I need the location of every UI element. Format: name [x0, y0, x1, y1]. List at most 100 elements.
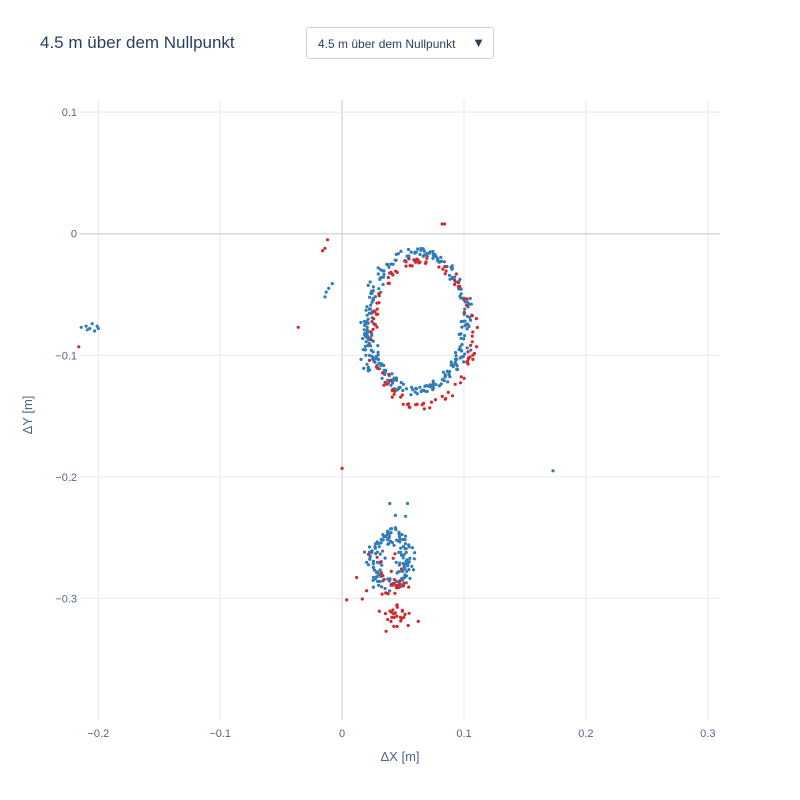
blue-point: [374, 354, 378, 359]
red-point: [385, 382, 389, 386]
red-point: [475, 325, 479, 330]
red-point: [466, 350, 470, 354]
blue-point: [461, 319, 465, 323]
blue-point: [393, 378, 397, 382]
blue-point: [404, 559, 408, 563]
red-point: [391, 582, 395, 586]
blue-point: [372, 359, 376, 363]
red-point: [369, 338, 373, 342]
blue-point: [376, 272, 380, 276]
blue-point: [408, 576, 412, 581]
blue-point: [388, 531, 392, 535]
red-point: [392, 578, 396, 582]
red-point: [425, 256, 429, 260]
blue-point: [388, 577, 392, 581]
blue-point: [382, 272, 386, 276]
red-point: [390, 388, 394, 393]
red-point: [384, 629, 388, 633]
blue-point: [401, 556, 405, 560]
blue-point: [404, 514, 408, 518]
red-point: [406, 402, 411, 406]
blue-point: [365, 313, 369, 317]
blue-point: [409, 393, 413, 397]
blue-point: [390, 540, 394, 545]
red-point: [393, 389, 397, 393]
blue-point: [397, 532, 401, 536]
red-point: [375, 307, 379, 311]
blue-point: [378, 277, 382, 281]
x-tick-labels: −0.2 −0.1 0 0.1 0.2 0.3: [87, 728, 715, 740]
blue-point: [407, 568, 411, 572]
red-point: [399, 395, 403, 399]
red-point: [407, 257, 411, 261]
red-point: [474, 317, 478, 321]
blue-point: [431, 381, 435, 385]
blue-point: [447, 273, 452, 277]
red-point: [375, 301, 379, 305]
red-point: [453, 278, 457, 282]
blue-point: [401, 537, 405, 542]
red-point: [404, 264, 408, 268]
red-point: [424, 261, 428, 265]
blue-point: [403, 542, 408, 546]
red-point: [420, 403, 424, 407]
blue-point: [407, 254, 411, 258]
blue-point: [363, 320, 367, 324]
blue-point: [441, 370, 446, 374]
blue-point: [366, 321, 370, 325]
blue-point: [397, 386, 401, 391]
blue-point: [376, 357, 381, 362]
blue-point: [371, 559, 375, 563]
blue-point: [458, 356, 462, 360]
red-point: [401, 584, 405, 588]
blue-point: [372, 568, 377, 572]
red-point: [437, 265, 441, 269]
blue-point: [363, 344, 367, 348]
blue-point: [368, 280, 372, 284]
blue-point: [395, 538, 399, 542]
red-point: [376, 366, 380, 370]
blue-point: [327, 286, 331, 290]
blue-point: [393, 526, 397, 530]
red-point: [366, 552, 371, 557]
red-point: [340, 466, 344, 470]
height-dropdown[interactable]: 4.5 m über dem Nullpunkt ▼: [306, 27, 494, 59]
blue-point: [382, 363, 386, 368]
red-point: [393, 552, 397, 556]
blue-point: [93, 329, 97, 333]
blue-point: [399, 550, 403, 555]
blue-point: [399, 546, 403, 550]
blue-point: [462, 360, 466, 364]
x-tick-label: 0.1: [456, 728, 471, 740]
blue-point: [459, 336, 463, 340]
red-point: [383, 380, 387, 384]
blue-point: [421, 254, 425, 258]
red-point: [441, 267, 445, 271]
blue-point: [455, 367, 459, 371]
blue-point: [371, 562, 375, 566]
blue-point: [378, 568, 382, 572]
red-point: [416, 619, 420, 624]
red-point: [429, 400, 434, 404]
blue-point: [359, 320, 363, 325]
blue-point: [410, 564, 414, 568]
blue-point: [391, 262, 395, 266]
y-tick-labels: 0.1 0 −0.1 −0.2 −0.3: [55, 107, 77, 605]
red-point: [454, 272, 458, 276]
blue-point: [367, 545, 372, 549]
blue-point: [376, 350, 380, 354]
blue-point: [361, 348, 365, 352]
red-point: [459, 375, 463, 379]
x-tick-label: −0.1: [209, 728, 231, 740]
red-point: [370, 320, 374, 324]
y-axis-title: ΔY [m]: [20, 396, 35, 435]
blue-point: [431, 386, 436, 390]
blue-point: [434, 383, 438, 387]
red-point: [389, 270, 393, 274]
blue-point: [378, 579, 382, 584]
blue-point: [455, 357, 459, 361]
red-point: [418, 260, 422, 264]
red-point: [355, 575, 359, 580]
red-point: [372, 317, 376, 321]
